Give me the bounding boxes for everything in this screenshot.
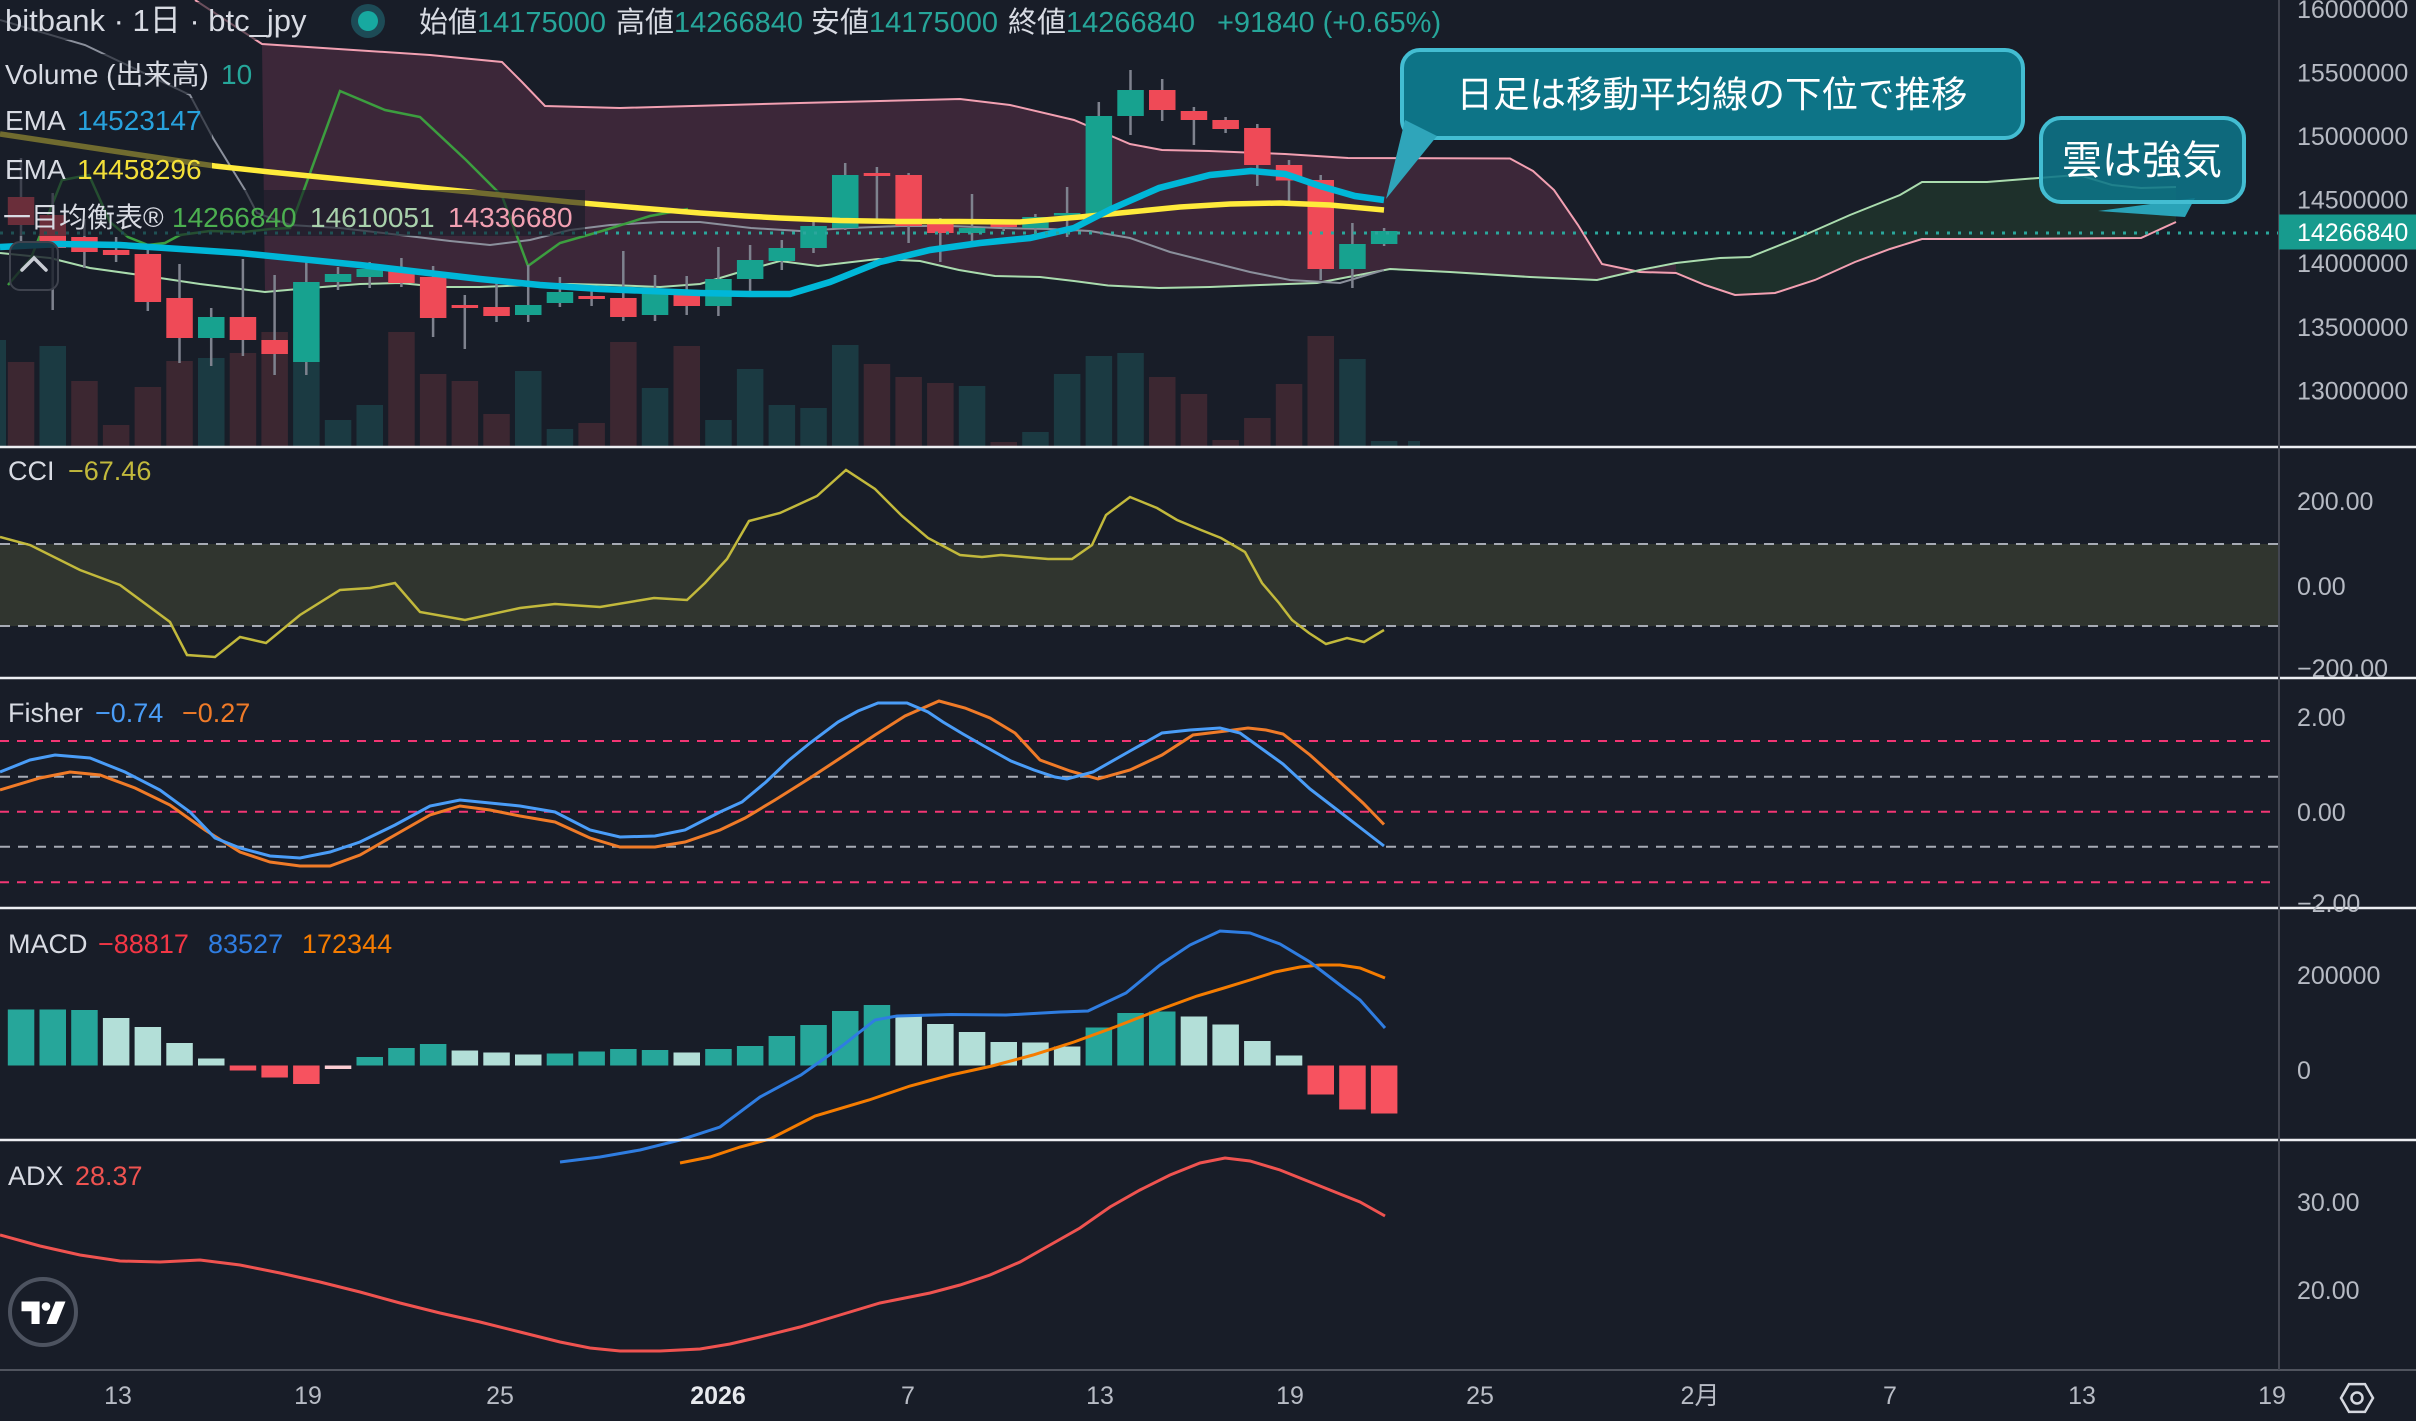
svg-text:28.37: 28.37 <box>75 1161 143 1191</box>
svg-text:−0.74: −0.74 <box>95 698 163 728</box>
svg-text:172344: 172344 <box>302 929 392 959</box>
svg-text:−0.27: −0.27 <box>182 698 250 728</box>
svg-text:30.00: 30.00 <box>2297 1189 2360 1217</box>
svg-text:安値: 安値 <box>811 6 869 39</box>
svg-text:200000: 200000 <box>2297 962 2380 990</box>
svg-text:日足は移動平均線の下位で推移: 日足は移動平均線の下位で推移 <box>1457 74 1968 115</box>
svg-text:16000000: 16000000 <box>2297 0 2408 24</box>
svg-text:14000000: 14000000 <box>2297 250 2408 278</box>
svg-text:0: 0 <box>2297 1057 2311 1085</box>
svg-text:0.00: 0.00 <box>2297 573 2346 601</box>
svg-text:2026: 2026 <box>690 1382 746 1410</box>
svg-text:14266840: 14266840 <box>674 7 803 39</box>
svg-text:Fisher: Fisher <box>8 698 83 728</box>
svg-text:15500000: 15500000 <box>2297 60 2408 88</box>
svg-text:7: 7 <box>1883 1382 1897 1410</box>
svg-text:−88817: −88817 <box>98 929 189 959</box>
svg-text:14500000: 14500000 <box>2297 187 2408 215</box>
svg-text:雲は強気: 雲は強気 <box>2062 139 2222 183</box>
svg-text:−2.00: −2.00 <box>2297 890 2360 918</box>
svg-text:−67.46: −67.46 <box>68 456 151 486</box>
svg-text:20.00: 20.00 <box>2297 1277 2360 1305</box>
svg-text:13500000: 13500000 <box>2297 314 2408 342</box>
svg-text:14175000: 14175000 <box>869 7 998 39</box>
svg-text:14266840: 14266840 <box>1066 7 1195 39</box>
svg-text:19: 19 <box>294 1382 322 1410</box>
svg-text:+91840 (+0.65%): +91840 (+0.65%) <box>1217 7 1441 39</box>
svg-text:13: 13 <box>104 1382 132 1410</box>
svg-text:13: 13 <box>1086 1382 1114 1410</box>
svg-text:25: 25 <box>486 1382 514 1410</box>
svg-text:7: 7 <box>901 1382 915 1410</box>
svg-text:13000000: 13000000 <box>2297 378 2408 406</box>
svg-text:ADX: ADX <box>8 1161 64 1191</box>
svg-text:19: 19 <box>1276 1382 1304 1410</box>
svg-text:14523147: 14523147 <box>77 105 202 136</box>
svg-text:CCI: CCI <box>8 456 55 486</box>
svg-text:EMA: EMA <box>5 154 66 185</box>
svg-text:0.00: 0.00 <box>2297 799 2346 827</box>
svg-text:Volume (出来高): Volume (出来高) <box>5 59 209 90</box>
svg-text:200.00: 200.00 <box>2297 488 2373 516</box>
svg-text:14336680: 14336680 <box>448 202 573 233</box>
svg-text:14266840: 14266840 <box>2297 219 2408 247</box>
svg-text:EMA: EMA <box>5 105 66 136</box>
svg-text:−200.00: −200.00 <box>2297 655 2388 683</box>
svg-text:始値: 始値 <box>419 6 477 39</box>
svg-text:13: 13 <box>2068 1382 2096 1410</box>
svg-text:14266840: 14266840 <box>172 202 297 233</box>
svg-text:83527: 83527 <box>208 929 283 959</box>
svg-text:2.00: 2.00 <box>2297 704 2346 732</box>
svg-text:14458296: 14458296 <box>77 154 202 185</box>
svg-text:終値: 終値 <box>1008 6 1066 39</box>
svg-text:bitbank · 1日 · btc_jpy: bitbank · 1日 · btc_jpy <box>5 3 307 38</box>
svg-text:19: 19 <box>2258 1382 2286 1410</box>
svg-text:高値: 高値 <box>616 6 674 39</box>
svg-text:14175000: 14175000 <box>477 7 606 39</box>
svg-text:一目均衡表®: 一目均衡表® <box>3 202 164 233</box>
svg-text:10: 10 <box>221 59 252 90</box>
svg-text:14610051: 14610051 <box>310 202 435 233</box>
svg-text:2月: 2月 <box>1681 1382 1720 1410</box>
svg-text:25: 25 <box>1466 1382 1494 1410</box>
svg-text:MACD: MACD <box>8 929 88 959</box>
svg-text:15000000: 15000000 <box>2297 123 2408 151</box>
